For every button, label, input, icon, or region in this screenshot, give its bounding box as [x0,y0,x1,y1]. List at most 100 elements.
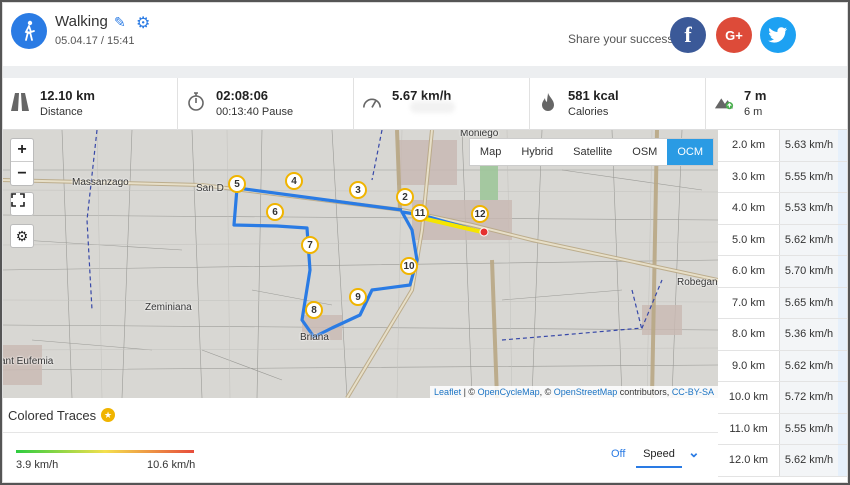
leaflet-link[interactable]: Leaflet [434,387,462,397]
openstreetmap-link[interactable]: OpenStreetMap [553,387,618,397]
split-row: 7.0 km 5.65 km/h [718,287,848,319]
stopwatch-icon [186,92,206,112]
layer-satellite[interactable]: Satellite [573,146,613,158]
route-marker[interactable]: 12 [471,205,489,223]
split-row: 12.0 km 5.62 km/h [718,445,848,477]
split-bar [838,130,848,161]
zoom-out-button[interactable]: − [17,164,27,182]
route-marker[interactable]: 7 [301,236,319,254]
route-map[interactable]: Moniego Massanzago San D Robegan Zeminia… [2,130,718,398]
route-marker[interactable]: 3 [349,181,367,199]
split-speed: 5.55 km/h [780,161,838,192]
stat-distance: 12.10 km Distance [2,78,178,130]
split-distance: 12.0 km [718,445,780,476]
place-label: Moniego [460,130,499,139]
header-divider [2,66,848,78]
split-speed: 5.72 km/h [780,382,838,413]
gradient-min-label: 3.9 km/h [16,459,59,471]
fullscreen-button[interactable] [10,192,34,216]
gear-icon[interactable]: ⚙ [136,15,151,32]
place-label: Massanzago [72,177,129,188]
split-bar [838,161,848,192]
speed-gradient-legend [16,450,194,453]
place-label: Briana [300,332,329,343]
speedometer-icon [362,92,382,112]
route-marker[interactable]: 9 [349,288,367,306]
split-row: 3.0 km 5.55 km/h [718,161,848,193]
star-icon: ★ [101,408,115,422]
split-bar [838,193,848,224]
split-speed: 5.70 km/h [780,256,838,287]
stat-calories: 581 kcal Calories [530,78,706,130]
stat-label: Distance [40,106,83,118]
split-distance: 2.0 km [718,130,780,161]
pencil-icon[interactable]: ✎ [114,14,126,30]
layer-osm[interactable]: OSM [632,146,658,158]
split-row: 9.0 km 5.62 km/h [718,350,848,382]
stat-value: 581 kcal [568,88,619,103]
layer-map[interactable]: Map [479,146,502,158]
fullscreen-icon [11,193,25,207]
route-marker[interactable]: 2 [396,188,414,206]
layer-ocm[interactable]: OCM [667,139,713,165]
route-marker[interactable]: 11 [411,204,429,222]
split-row: 8.0 km 5.36 km/h [718,319,848,351]
blurred-area [410,101,455,113]
split-distance: 11.0 km [718,413,780,444]
split-speed: 5.62 km/h [780,224,838,255]
colored-traces-panel: Colored Traces ★ 3.9 km/h 10.6 km/h Off … [2,398,718,485]
split-speed: 5.63 km/h [780,130,838,161]
stat-value: 02:08:06 [216,88,269,103]
split-distance: 4.0 km [718,193,780,224]
route-marker[interactable]: 4 [285,172,303,190]
activity-title: Walking [55,13,108,30]
stat-label: Calories [568,106,609,118]
stat-label: 6 m [744,106,763,118]
split-bar [838,382,848,413]
place-label: ant Eufemia [2,356,54,367]
place-label: San D [196,183,224,194]
route-marker[interactable]: 6 [266,203,284,221]
split-speed: 5.62 km/h [780,445,838,476]
place-label: Robegan [677,277,718,288]
split-speed: 5.55 km/h [780,413,838,444]
stat-value: 7 m [744,88,767,103]
walking-icon [11,13,47,49]
stats-bar: 12.10 km Distance 02:08:06 00:13:40 Paus… [2,78,848,130]
split-speed: 5.36 km/h [780,319,838,350]
split-speed: 5.62 km/h [780,350,838,381]
traces-metric-select[interactable]: Speed [636,442,682,468]
stat-duration: 02:08:06 00:13:40 Pause [178,78,354,130]
splits-table: 2.0 km 5.63 km/h 3.0 km 5.55 km/h 4.0 km 5.53… [718,130,848,485]
opencyclemap-link[interactable]: OpenCycleMap [477,387,540,397]
facebook-icon: f [684,22,692,47]
elevation-icon [714,92,734,112]
split-distance: 8.0 km [718,319,780,350]
zoom-in-button[interactable]: + [11,139,33,162]
divider [2,432,718,433]
split-bar [838,413,848,444]
facebook-share-button[interactable]: f [670,17,706,53]
traces-off-option[interactable]: Off [611,448,626,460]
license-link[interactable]: CC-BY-SA [671,387,714,397]
route-marker[interactable]: 10 [400,257,418,275]
twitter-share-button[interactable] [760,17,796,53]
route-marker[interactable]: 5 [228,175,246,193]
split-row: 10.0 km 5.72 km/h [718,382,848,414]
split-distance: 5.0 km [718,224,780,255]
chevron-down-icon[interactable]: ⌄ [688,444,700,460]
split-speed: 5.53 km/h [780,193,838,224]
stat-speed: 5.67 km/h [354,78,530,130]
map-settings-button[interactable]: ⚙ [10,224,34,248]
road-icon [10,92,30,112]
gradient-max-label: 10.6 km/h [147,459,196,471]
route-marker[interactable]: 8 [305,301,323,319]
stat-value: 5.67 km/h [392,88,452,103]
split-row: 4.0 km 5.53 km/h [718,193,848,225]
activity-date: 05.04.17 / 15:41 [55,35,135,47]
attribution-text: , © [539,387,554,397]
split-distance: 9.0 km [718,350,780,381]
layer-hybrid[interactable]: Hybrid [521,146,554,158]
google-plus-share-button[interactable]: G+ [716,17,752,53]
map-tiles [2,130,718,398]
